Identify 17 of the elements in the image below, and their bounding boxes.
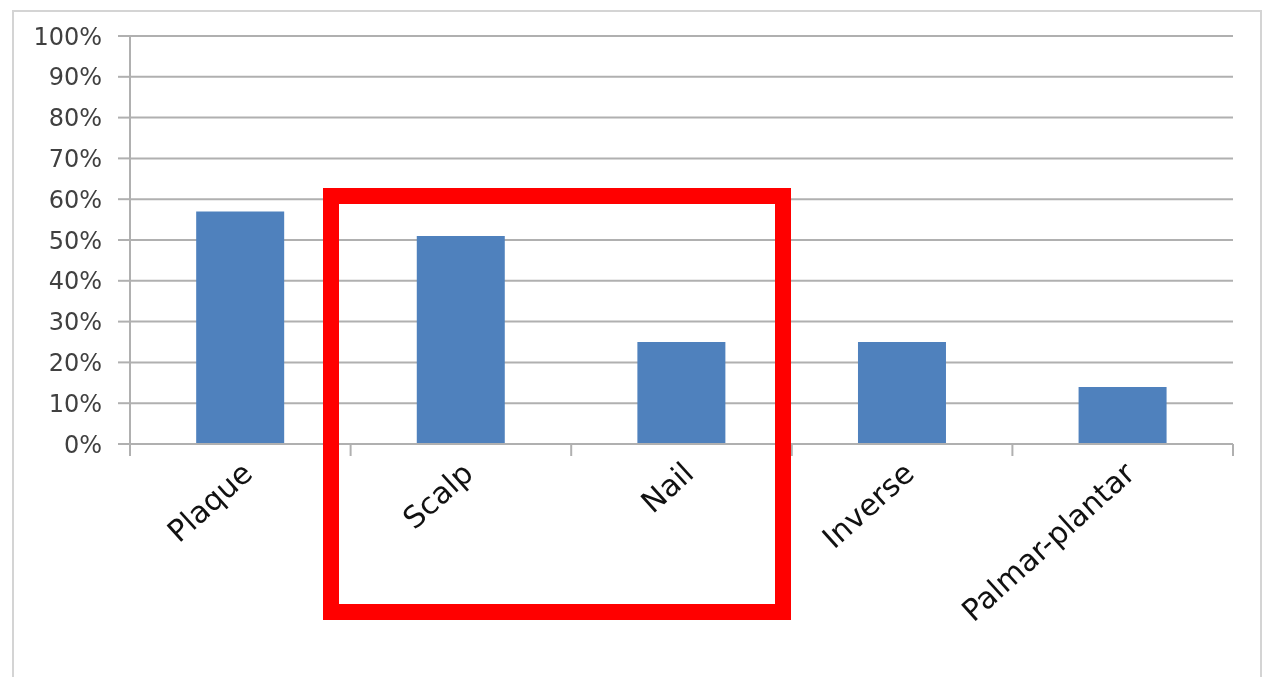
y-tick-label: 90% [48, 63, 102, 92]
y-tick-label: 80% [48, 104, 102, 133]
bar [1078, 386, 1167, 444]
y-tick-label: 30% [48, 308, 102, 337]
y-tick-label: 70% [48, 144, 102, 173]
y-tick-label: 50% [48, 226, 102, 255]
y-tick-label: 60% [48, 185, 102, 214]
bar [196, 211, 285, 444]
y-tick-label: 0% [63, 430, 102, 459]
y-tick-label: 100% [33, 22, 102, 51]
y-tick-label: 10% [48, 389, 102, 418]
bar [857, 342, 946, 444]
y-tick-label: 20% [48, 348, 102, 377]
bar [416, 235, 505, 444]
x-tick-label: Nail [634, 455, 701, 520]
y-tick-label: 40% [48, 267, 102, 296]
bar [637, 342, 726, 444]
